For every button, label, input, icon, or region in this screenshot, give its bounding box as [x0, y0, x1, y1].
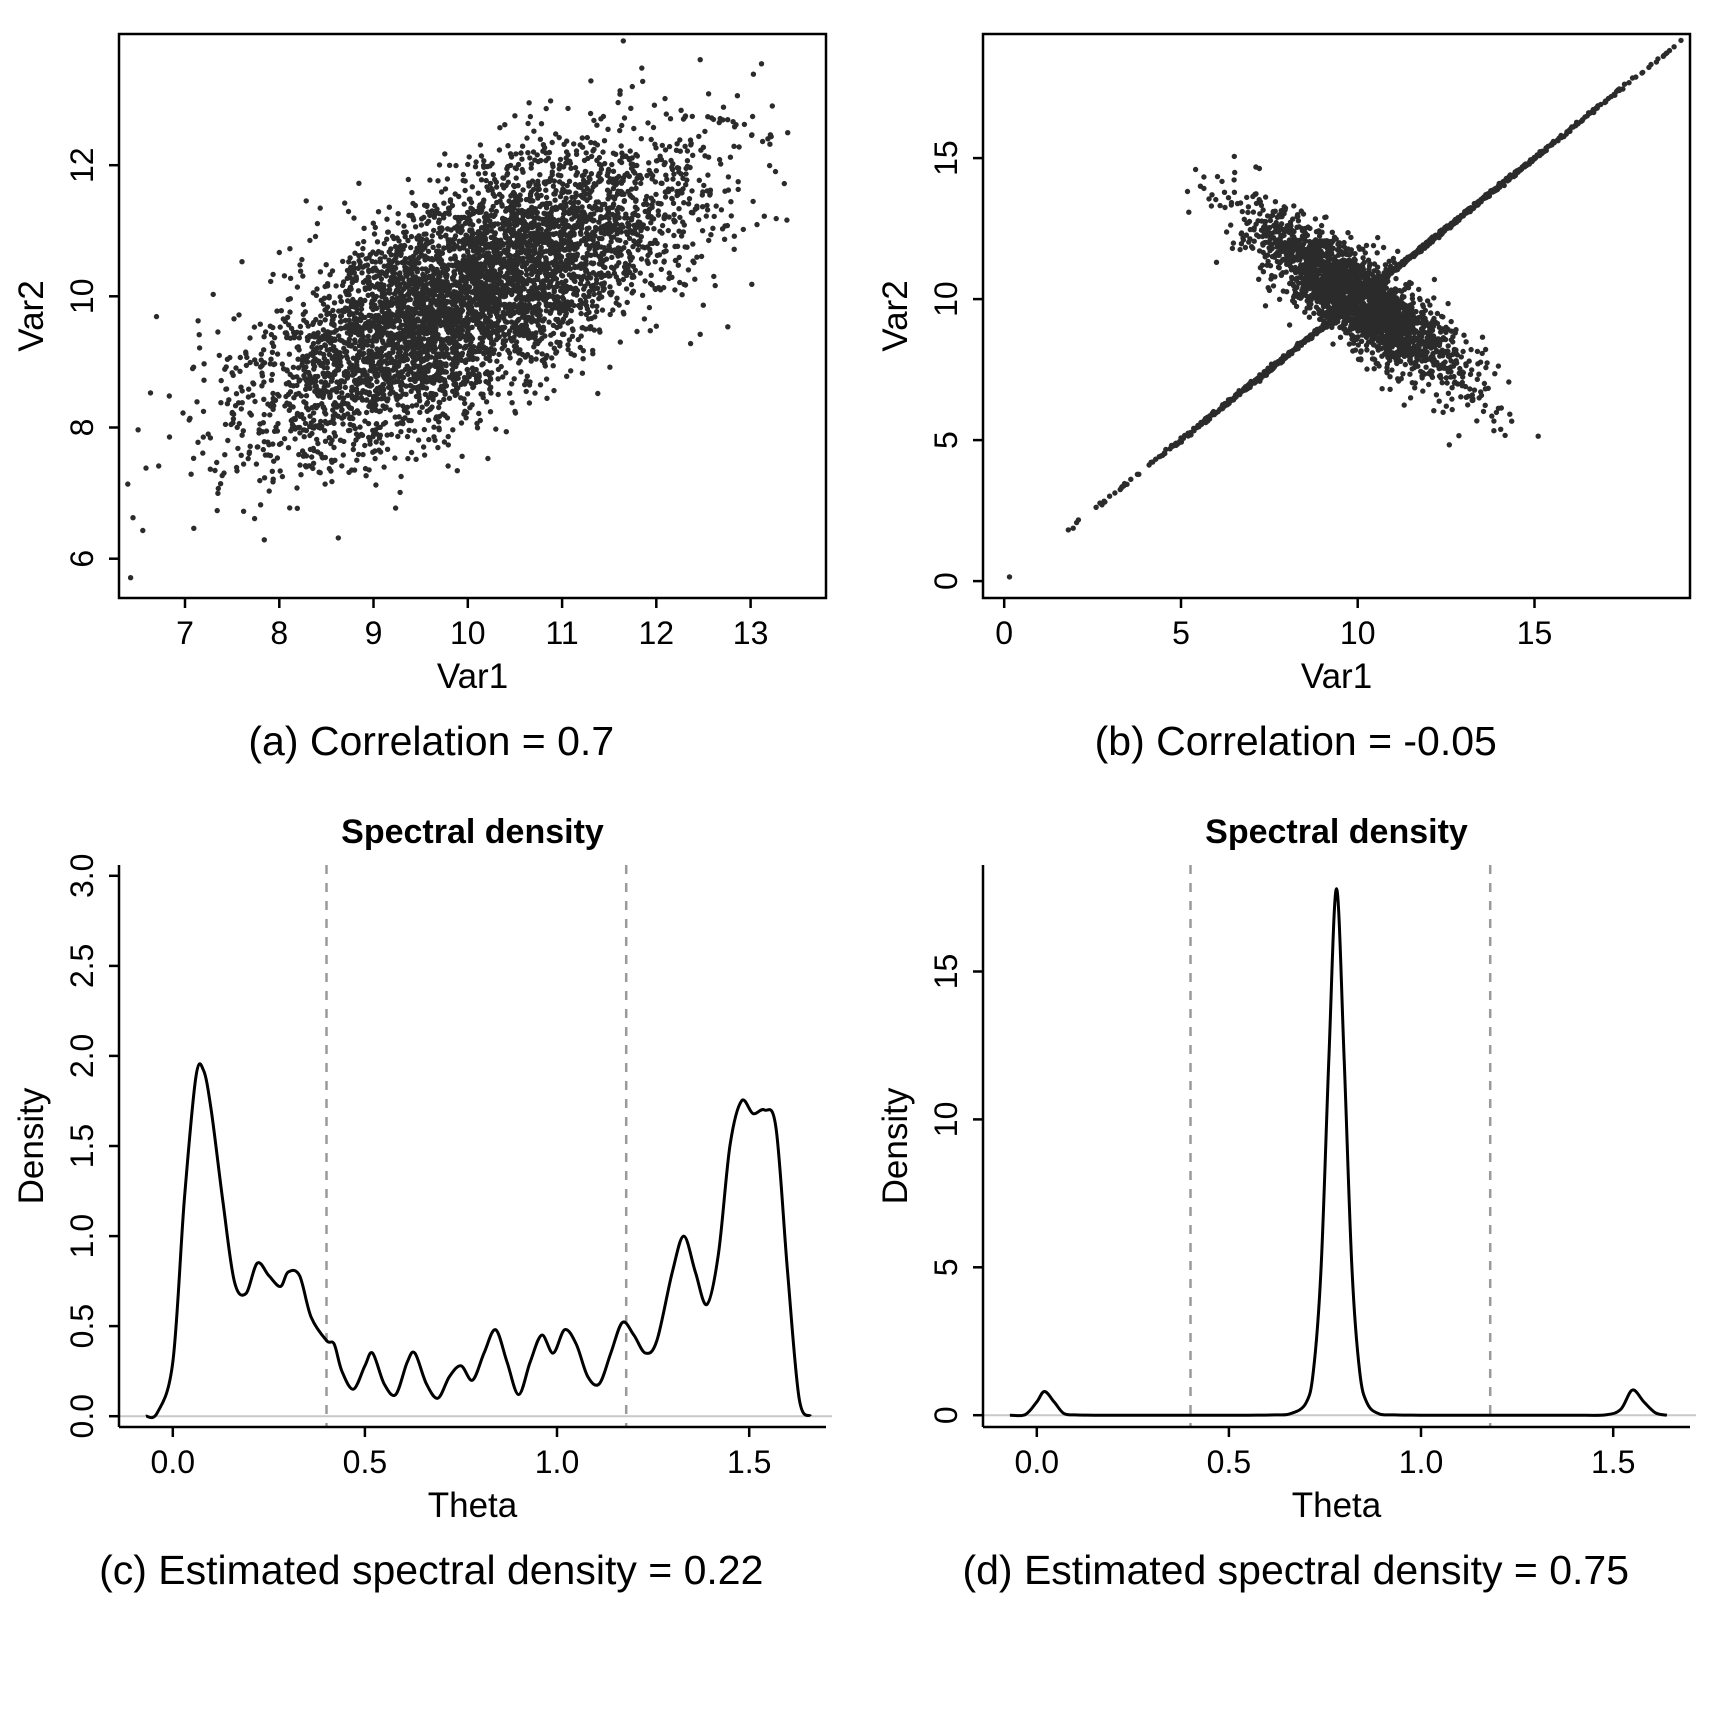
svg-text:Density: Density: [876, 1087, 915, 1204]
density-plot-d: 0.0 0.5 1.0 1.5 0 5 10 15 Theta Density Spectral d…: [873, 799, 1718, 1539]
caption-a: (a) Correlation = 0.7: [248, 718, 615, 764]
svg-text:Density: Density: [12, 1087, 51, 1204]
scatter-chart-svg-b: 0 5 10 15 0 5 10 15 Var1 Var2: [876, 32, 1692, 696]
caption-d: (d) Estimated spectral density = 0.75: [962, 1547, 1630, 1594]
svg-text:Spectral density: Spectral density: [341, 813, 604, 851]
panel-c: 0.0 0.5 1.0 1.5 0.0 0.5 1.0 1.5 2.0 2.5 3.0 Theta De…: [6, 799, 857, 1594]
svg-text:1.0: 1.0: [64, 1214, 100, 1258]
panel-b: 0 5 10 15 0 5 10 15 Var1 Var2 (b) Correlation = -…: [871, 10, 1722, 765]
svg-text:3.0: 3.0: [64, 854, 100, 898]
svg-text:15: 15: [1517, 615, 1553, 651]
svg-text:0.5: 0.5: [64, 1304, 100, 1348]
svg-text:15: 15: [928, 954, 964, 990]
scatter-chart-svg-a: 7 8 9 10 11 12 13 6 8 10 12 Var1 Var2: [12, 32, 827, 696]
svg-text:0.0: 0.0: [64, 1394, 100, 1438]
svg-text:0.5: 0.5: [1207, 1444, 1251, 1480]
svg-text:5: 5: [928, 1259, 964, 1277]
svg-text:Spectral density: Spectral density: [1205, 813, 1468, 851]
scatter-plot-a: 7 8 9 10 11 12 13 6 8 10 12 Var1 Var2: [9, 10, 854, 710]
svg-text:11: 11: [545, 615, 578, 651]
svg-text:9: 9: [364, 615, 382, 651]
svg-text:0.0: 0.0: [150, 1444, 194, 1480]
svg-text:1.5: 1.5: [727, 1444, 771, 1480]
svg-text:Var1: Var1: [1301, 657, 1372, 696]
svg-text:13: 13: [733, 615, 769, 651]
svg-text:2.0: 2.0: [64, 1034, 100, 1078]
svg-text:Var2: Var2: [12, 280, 51, 351]
density-chart-svg-d: 0.0 0.5 1.0 1.5 0 5 10 15 Theta Density Spectral d…: [876, 813, 1697, 1525]
svg-text:2.5: 2.5: [64, 944, 100, 988]
svg-text:10: 10: [64, 279, 100, 315]
svg-text:Var2: Var2: [876, 280, 915, 351]
svg-text:10: 10: [928, 281, 964, 317]
density-plot-c: 0.0 0.5 1.0 1.5 0.0 0.5 1.0 1.5 2.0 2.5 3.0 Theta De…: [9, 799, 854, 1539]
svg-text:5: 5: [1172, 615, 1190, 651]
svg-text:5: 5: [928, 431, 964, 449]
svg-text:1.5: 1.5: [64, 1124, 100, 1168]
svg-text:7: 7: [176, 615, 194, 651]
svg-text:10: 10: [450, 615, 486, 651]
svg-text:0.0: 0.0: [1015, 1444, 1059, 1480]
svg-text:1.0: 1.0: [535, 1444, 579, 1480]
svg-text:0.5: 0.5: [342, 1444, 386, 1480]
svg-text:0: 0: [928, 572, 964, 590]
svg-text:Var1: Var1: [437, 657, 508, 696]
svg-text:12: 12: [638, 615, 674, 651]
svg-text:1.5: 1.5: [1591, 1444, 1635, 1480]
svg-text:Theta: Theta: [1292, 1486, 1382, 1525]
panel-d: 0.0 0.5 1.0 1.5 0 5 10 15 Theta Density Spectral d…: [871, 799, 1722, 1594]
scatter-plot-b: 0 5 10 15 0 5 10 15 Var1 Var2: [873, 10, 1718, 710]
svg-text:Theta: Theta: [428, 1486, 518, 1525]
svg-text:15: 15: [928, 140, 964, 176]
density-chart-svg-c: 0.0 0.5 1.0 1.5 0.0 0.5 1.0 1.5 2.0 2.5 3.0 Theta De…: [12, 813, 832, 1525]
svg-text:10: 10: [1340, 615, 1376, 651]
caption-b: (b) Correlation = -0.05: [1094, 718, 1497, 764]
figure-grid: 7 8 9 10 11 12 13 6 8 10 12 Var1 Var2 (a) Correlatio…: [6, 10, 1721, 1594]
svg-text:8: 8: [270, 615, 288, 651]
svg-text:10: 10: [928, 1102, 964, 1138]
svg-text:0: 0: [996, 615, 1014, 651]
svg-text:1.0: 1.0: [1399, 1444, 1443, 1480]
panel-a: 7 8 9 10 11 12 13 6 8 10 12 Var1 Var2 (a) Correlatio…: [6, 10, 857, 765]
svg-text:12: 12: [64, 147, 100, 183]
svg-text:0: 0: [928, 1406, 964, 1424]
svg-text:8: 8: [64, 419, 100, 437]
svg-text:6: 6: [64, 550, 100, 568]
caption-c: (c) Estimated spectral density = 0.22: [99, 1547, 764, 1594]
